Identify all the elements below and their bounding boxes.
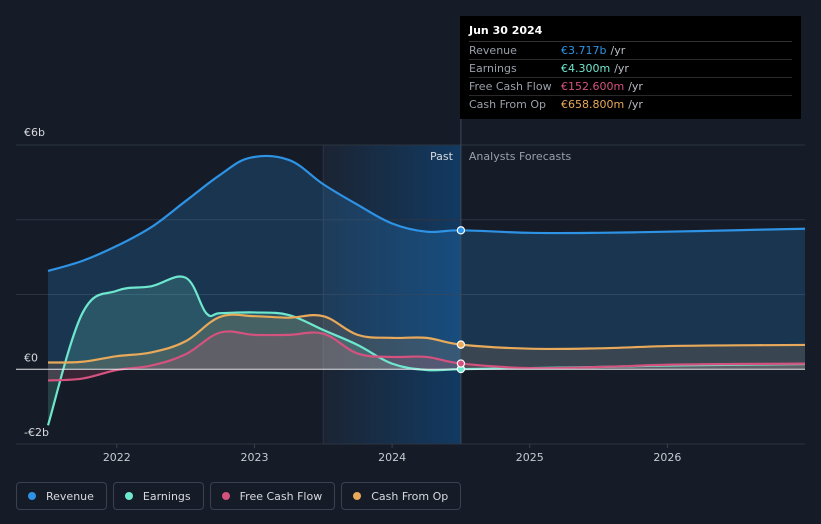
- tooltip-row-earnings: Earnings €4.300m /yr: [469, 60, 792, 78]
- line-cfo: [47, 313, 806, 364]
- x-tick-label: 2026: [653, 451, 681, 464]
- y-tick-label: -€2b: [24, 426, 49, 439]
- tooltip-row-revenue: Revenue €3.717b /yr: [469, 42, 792, 60]
- area-cfo: [48, 314, 805, 370]
- tooltip-value: €3.717b: [561, 44, 607, 57]
- line-fcf: [47, 330, 806, 382]
- legend-dot-icon: [28, 492, 36, 500]
- series-markers: [456, 226, 466, 374]
- tooltip-date: Jun 30 2024: [469, 24, 792, 42]
- grid: [16, 144, 805, 445]
- legend-dot-icon: [124, 492, 133, 500]
- y-tick-label: €0: [24, 351, 38, 364]
- legend-label: Revenue: [46, 489, 94, 503]
- marker-cfo: [456, 340, 466, 349]
- x-tick-label: 2025: [516, 451, 544, 464]
- tooltip-unit: /yr: [628, 80, 643, 93]
- forecast-label: Analysts Forecasts: [469, 150, 572, 163]
- legend-label: Free Cash Flow: [239, 489, 323, 503]
- tooltip-unit: /yr: [610, 44, 626, 57]
- area-fcf: [48, 331, 805, 381]
- y-axis: €6b €0 -€2b: [24, 126, 49, 439]
- legend-label: Earnings: [142, 489, 191, 503]
- marker-fcf: [456, 359, 466, 368]
- tooltip-label: Cash From Op: [469, 98, 547, 111]
- x-tick-label: 2024: [378, 451, 406, 464]
- x-tick-label: 2022: [103, 451, 131, 464]
- marker-revenue: [456, 226, 466, 235]
- legend-dot-icon: [353, 492, 362, 500]
- legend-dot-icon: [221, 492, 230, 500]
- tooltip-row-free-cash-flow: Free Cash Flow €152.600m /yr: [469, 78, 792, 96]
- legend-item-free-cash-flow[interactable]: Free Cash Flow: [209, 482, 336, 510]
- legend-item-earnings[interactable]: Earnings: [112, 482, 204, 510]
- tooltip-row-cash-from-op: Cash From Op €658.800m /yr: [469, 96, 792, 113]
- series-lines: [46, 154, 806, 426]
- x-tick-label: 2023: [240, 451, 268, 464]
- tooltip-unit: /yr: [628, 98, 643, 111]
- tooltip-value: €658.800m: [561, 98, 625, 111]
- legend: Revenue Earnings Free Cash Flow Cash Fro…: [16, 482, 462, 510]
- tooltip-label: Revenue: [469, 44, 517, 57]
- line-revenue: [47, 154, 806, 273]
- tooltip-unit: /yr: [614, 62, 629, 75]
- legend-label: Cash From Op: [371, 489, 449, 503]
- tooltip-value: €152.600m: [561, 80, 625, 93]
- past-label: Past: [430, 150, 454, 163]
- legend-item-revenue[interactable]: Revenue: [16, 482, 107, 510]
- y-tick-label: €6b: [24, 126, 45, 139]
- legend-item-cash-from-op[interactable]: Cash From Op: [341, 482, 462, 510]
- tooltip: Jun 30 2024 Revenue €3.717b /yr Earnings…: [460, 16, 801, 119]
- tooltip-value: €4.300m: [561, 62, 611, 75]
- x-axis: 2022 2023 2024 2025 2026: [103, 444, 681, 464]
- tooltip-label: Earnings: [469, 62, 517, 75]
- tooltip-label: Free Cash Flow: [469, 80, 552, 93]
